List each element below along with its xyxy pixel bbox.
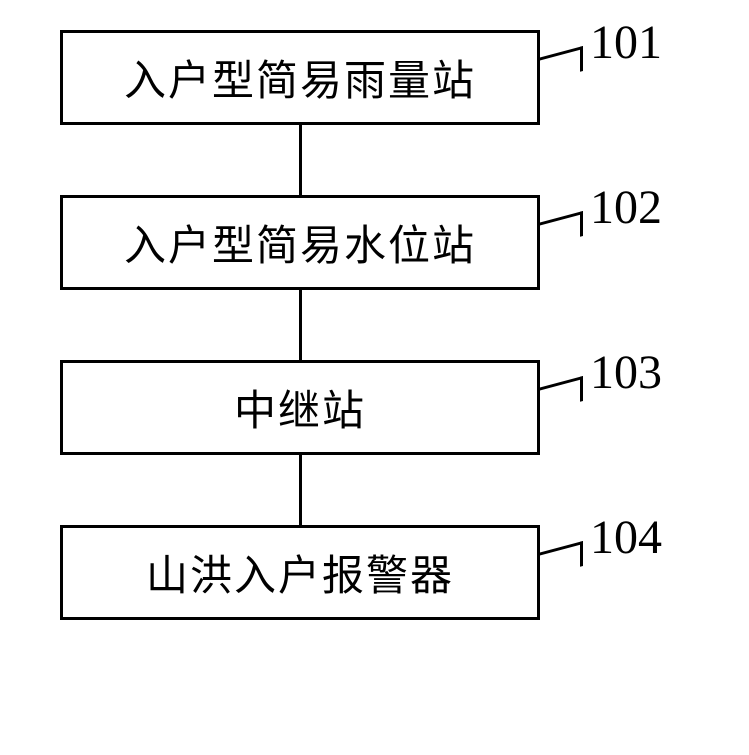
connector-2-3 (299, 290, 302, 360)
node-103: 中继站 (60, 360, 540, 455)
node-102-label: 入户型简易水位站 (124, 212, 476, 273)
label-line-102 (538, 211, 583, 248)
node-101-label: 入户型简易雨量站 (124, 47, 476, 108)
node-101: 入户型简易雨量站 (60, 30, 540, 125)
ref-label-104: 104 (590, 510, 662, 565)
flowchart-diagram: 入户型简易雨量站 101 入户型简易水位站 102 中继站 103 山洪入户报警… (60, 30, 660, 620)
node-102: 入户型简易水位站 (60, 195, 540, 290)
ref-label-102: 102 (590, 180, 662, 235)
label-line-104 (538, 541, 583, 578)
label-line-103 (538, 376, 583, 413)
connector-3-4 (299, 455, 302, 525)
ref-label-103: 103 (590, 345, 662, 400)
node-104-label: 山洪入户报警器 (146, 542, 454, 603)
connector-1-2 (299, 125, 302, 195)
node-103-label: 中继站 (234, 377, 366, 438)
node-104: 山洪入户报警器 (60, 525, 540, 620)
ref-label-101: 101 (590, 15, 662, 70)
label-line-101 (538, 46, 583, 83)
